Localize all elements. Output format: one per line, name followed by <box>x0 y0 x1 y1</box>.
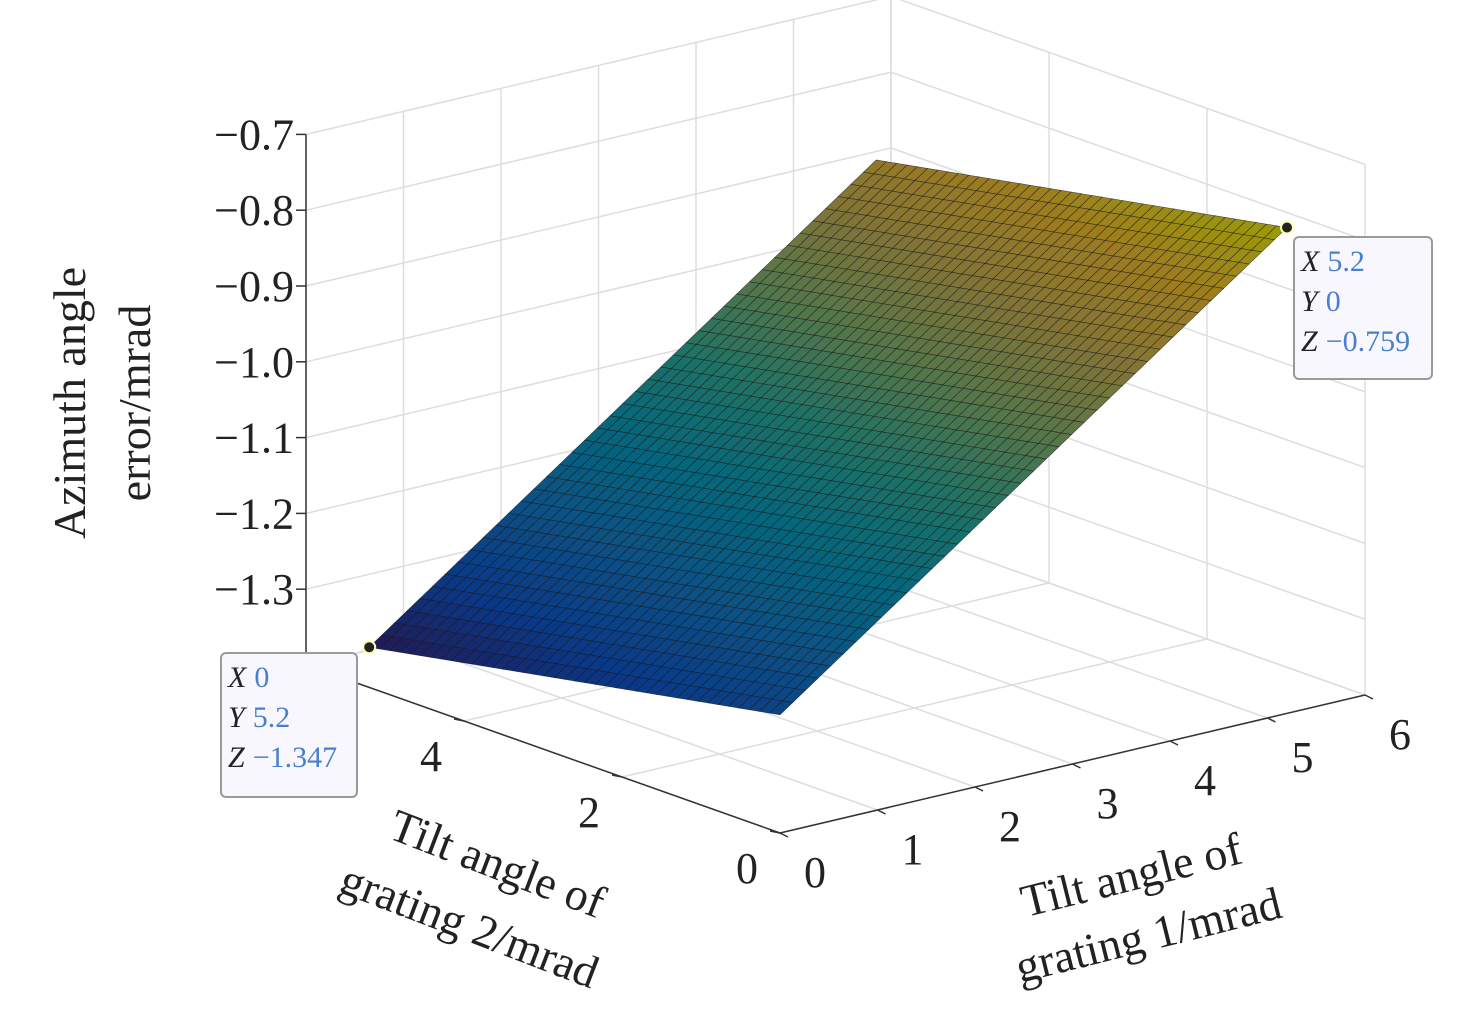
y-tick <box>769 830 781 834</box>
datatip-y-key: Y <box>1301 285 1318 318</box>
z-tick-label: −1.1 <box>214 414 294 463</box>
z-tick-label: −1.2 <box>214 489 294 538</box>
surface-patch <box>769 700 794 716</box>
floor-gridline <box>403 641 878 811</box>
z-axis-label-line2: error/mrad <box>109 305 160 502</box>
z-tick-label: −0.8 <box>214 186 294 235</box>
x-tick-label: 1 <box>902 825 924 874</box>
x-tick-label: 5 <box>1292 733 1314 782</box>
x-tick-label: 6 <box>1389 710 1411 759</box>
floor-gridline <box>621 638 1208 778</box>
x-tick <box>1364 694 1374 700</box>
y-tick-label: 4 <box>420 732 442 781</box>
datatip-x-key: X <box>228 661 247 694</box>
x-tick-label: 2 <box>999 802 1021 851</box>
datatip-y-value: 0 <box>1325 285 1341 318</box>
datatip-x-key: X <box>1301 245 1320 278</box>
datatip-y-value: 5.2 <box>252 701 291 734</box>
x-tick <box>974 786 984 792</box>
datatip-marker <box>1280 220 1294 235</box>
datatip-marker <box>362 640 377 655</box>
datatip-z-value: −1.347 <box>252 741 338 774</box>
z-tick-label: −0.7 <box>214 110 294 159</box>
wall-gridline <box>890 71 1366 241</box>
x-tick <box>1072 763 1081 769</box>
wall-gridline <box>305 147 892 287</box>
datatip-z-value: −0.759 <box>1325 325 1411 358</box>
datatip-y-key: Y <box>228 701 245 734</box>
datatip-x-value: 5.2 <box>1327 245 1365 278</box>
x-tick <box>877 809 886 815</box>
datatip-z-key: Z <box>1301 325 1318 358</box>
x-tick <box>779 832 789 838</box>
x-tick <box>1267 717 1276 723</box>
wall-gridline <box>898 0 1366 166</box>
wall-gridline <box>305 0 880 136</box>
datatip-x-value: 0 <box>254 661 270 694</box>
datatip-z-key: Z <box>228 741 245 774</box>
z-tick-label: −0.9 <box>214 262 294 311</box>
y-axis-line <box>305 664 781 834</box>
x-tick-label: 0 <box>804 848 826 897</box>
z-tick-label: −1.3 <box>214 565 294 614</box>
z-tick-label: −1.0 <box>214 338 294 387</box>
y-tick-label: 0 <box>736 844 758 893</box>
x-tick-label: 3 <box>1097 779 1119 828</box>
x-tick <box>1169 740 1179 746</box>
x-tick-label: 4 <box>1194 756 1216 805</box>
wall-gridline <box>305 71 892 211</box>
wall-gridline <box>890 526 1366 696</box>
z-axis-label-line1: Azimuth angle <box>44 267 95 539</box>
y-tick <box>453 718 465 722</box>
y-tick <box>611 774 623 778</box>
y-tick-label: 2 <box>578 788 600 837</box>
